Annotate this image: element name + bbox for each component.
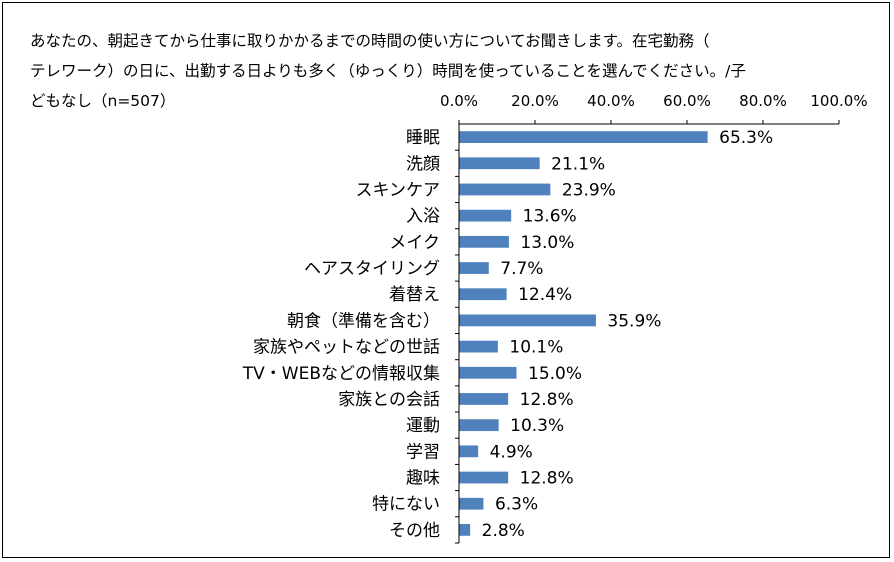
category-label: 特にない [372, 495, 440, 515]
value-label: 6.3% [495, 495, 538, 515]
bar [459, 524, 471, 536]
category-label: 入浴 [406, 207, 440, 227]
bar [459, 497, 484, 510]
value-label: 12.8% [520, 390, 574, 410]
bar [459, 366, 517, 379]
category-label: 家族との会話 [338, 390, 440, 410]
x-tick-label: 80.0% [739, 92, 787, 110]
category-label: 趣味 [406, 469, 440, 489]
x-tick-label: 100.0% [810, 92, 867, 110]
value-label: 13.0% [520, 233, 574, 253]
value-label: 2.8% [482, 521, 525, 541]
bars [459, 131, 708, 536]
category-label: 着替え [389, 285, 440, 305]
category-label: 朝食（準備を含む） [287, 311, 440, 331]
title-line-2: テレワーク）の日に、出勤する日よりも多く（ゆっくり）時間を使っていることを選んで… [30, 62, 746, 80]
bar [459, 235, 509, 248]
category-label: 学習 [406, 442, 440, 462]
category-label: スキンケア [356, 180, 441, 200]
category-label: メイク [389, 233, 440, 253]
bar [459, 209, 512, 222]
x-tick-label: 60.0% [663, 92, 711, 110]
bar [459, 157, 540, 170]
value-label: 15.0% [528, 364, 582, 384]
bar [459, 314, 596, 327]
category-label: TV・WEBなどの情報収集 [242, 364, 440, 384]
value-label: 12.8% [520, 469, 574, 489]
x-axis: 0.0% 20.0% 40.0% 60.0% 80.0% 100.0% [440, 92, 868, 125]
title-line-3: どもなし（n=507） [30, 92, 176, 110]
bar [459, 131, 708, 143]
category-label: 睡眠 [406, 128, 440, 148]
chart-title: あなたの、朝起きてから仕事に取りかかるまでの時間の使い方についてお聞きします。在… [30, 26, 790, 116]
bar [459, 183, 551, 196]
category-label: その他 [389, 521, 440, 541]
x-tick-label: 40.0% [587, 92, 635, 110]
category-label: ヘアスタイリング [304, 259, 440, 279]
bar [459, 445, 479, 458]
category-label: 洗顔 [406, 154, 440, 174]
bar [459, 393, 509, 405]
bar [459, 340, 498, 353]
value-label: 10.3% [510, 416, 564, 436]
value-label: 23.9% [562, 180, 616, 200]
category-label: 家族やペットなどの世話 [253, 338, 440, 358]
value-label: 10.1% [509, 338, 563, 358]
bar [459, 419, 499, 432]
x-tick-label: 0.0% [440, 92, 478, 110]
category-label: 運動 [406, 416, 440, 436]
value-label: 35.9% [607, 311, 661, 331]
bar [459, 288, 507, 301]
y-axis [455, 124, 460, 544]
x-tick-label: 20.0% [511, 92, 559, 110]
bar [459, 471, 509, 484]
title-line-1: あなたの、朝起きてから仕事に取りかかるまでの時間の使い方についてお聞きします。在… [30, 32, 710, 50]
value-label: 65.3% [719, 128, 773, 148]
value-label: 12.4% [518, 285, 572, 305]
bar [459, 262, 489, 274]
value-labels: 65.3% 21.1% 23.9% 13.6% 13.0% 7.7% 12.4% 35.9% 1… [482, 128, 774, 541]
value-label: 21.1% [551, 154, 605, 174]
value-label: 13.6% [523, 207, 577, 227]
value-label: 7.7% [500, 259, 543, 279]
value-label: 4.9% [490, 442, 533, 462]
